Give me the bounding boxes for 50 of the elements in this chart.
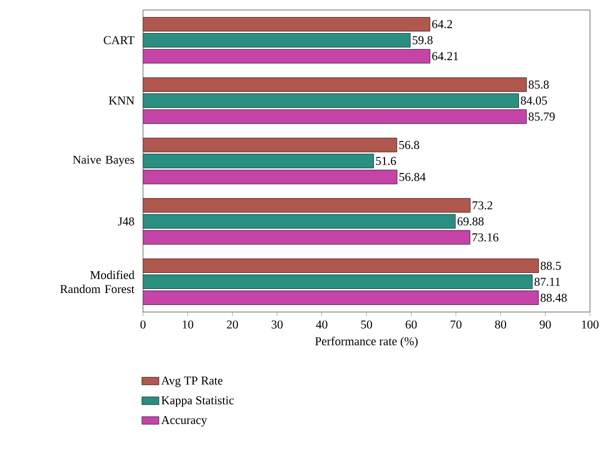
bar	[143, 290, 539, 305]
bar	[143, 77, 527, 92]
data-label: 88.5	[540, 262, 561, 270]
data-label: 73.16	[472, 233, 498, 242]
x-tick-label: 90	[540, 320, 551, 329]
legend-label: Avg TP Rate	[161, 376, 222, 388]
x-tick-label: 60	[406, 320, 417, 329]
x-tick-label: 70	[450, 320, 462, 329]
x-tick-label: 80	[495, 320, 506, 329]
legend-label: Accuracy	[161, 416, 208, 427]
bar	[143, 274, 533, 289]
x-tick-label: 40	[316, 320, 328, 329]
y-tick-label: KNN	[108, 96, 134, 105]
y-tick-label: Naive Bayes	[72, 156, 134, 166]
x-tick-label: 100	[582, 320, 599, 329]
bar	[143, 109, 527, 124]
bar	[143, 170, 398, 184]
bar	[143, 198, 470, 213]
legend-label: Kappa Statistic	[161, 396, 234, 407]
data-label: 56.84	[399, 172, 426, 182]
data-label: 59.8	[412, 36, 433, 44]
x-tick-label: 20	[226, 320, 238, 329]
data-label: 69.88	[458, 217, 484, 226]
y-tick-label: Modified Random Forest	[60, 270, 134, 294]
y-tick-label: CART	[104, 36, 134, 44]
y-tick-label: J48	[118, 217, 134, 226]
data-label: 64.21	[432, 52, 458, 60]
data-label: 84.05	[520, 96, 547, 105]
data-label: 51.6	[376, 156, 396, 166]
data-label: 87.11	[534, 278, 560, 286]
data-label: 88.48	[540, 294, 567, 302]
x-tick-label: 30	[272, 320, 283, 329]
bar	[143, 214, 456, 229]
x-tick-label: 50	[361, 320, 372, 329]
bar	[143, 49, 430, 64]
data-label: 56.8	[399, 140, 420, 150]
bar	[143, 230, 470, 245]
data-label: 85.79	[528, 112, 555, 121]
data-label: 73.2	[472, 201, 492, 210]
x-tick-label: 0	[140, 320, 146, 329]
bar	[143, 258, 539, 273]
bar	[143, 138, 398, 152]
bar	[143, 93, 519, 108]
data-label: 64.2	[432, 20, 452, 28]
x-axis-title: Performance rate (%)	[315, 336, 418, 348]
bar	[143, 17, 430, 32]
bar	[143, 154, 374, 168]
data-label: 85.8	[528, 80, 549, 89]
x-tick-label: 10	[182, 320, 194, 329]
bar	[143, 33, 411, 48]
